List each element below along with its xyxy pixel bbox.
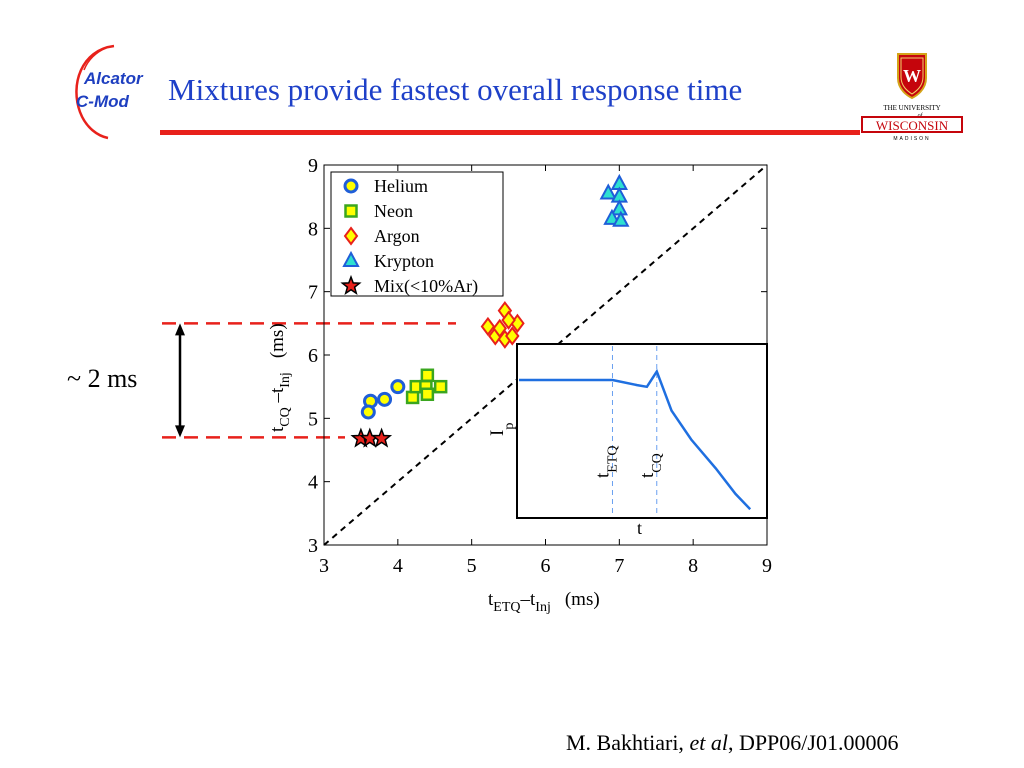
y-tick-label: 9 bbox=[308, 155, 318, 177]
inset-ip-trace: tETQ tCQ t Ip bbox=[487, 343, 768, 538]
x-tick-label: 7 bbox=[614, 555, 624, 577]
krypton-point bbox=[599, 183, 617, 200]
argon-point bbox=[501, 310, 516, 330]
inset-y-label: Ip bbox=[487, 423, 517, 436]
y-tick-label: 8 bbox=[308, 218, 318, 240]
logo-left-line1: Alcator bbox=[83, 69, 144, 88]
legend-box bbox=[330, 171, 504, 297]
x-tick-label: 4 bbox=[393, 555, 403, 577]
y-tick-label: 7 bbox=[308, 282, 318, 304]
helium-point bbox=[377, 391, 393, 407]
annotation-arrowhead-up bbox=[175, 323, 185, 336]
y-tick-label: 3 bbox=[308, 535, 318, 557]
annotation-arrowhead-down bbox=[175, 425, 185, 438]
logo-left-line2: C-Mod bbox=[76, 92, 129, 111]
footer-citation: M. Bakhtiari, et al, DPP06/J01.00006 bbox=[566, 730, 898, 756]
x-axis-label: tETQ–tInj (ms) bbox=[488, 589, 600, 615]
legend-marker-krypton bbox=[342, 250, 360, 267]
alcator-cmod-logo: Alcator C-Mod bbox=[66, 40, 162, 140]
header-rule bbox=[160, 130, 860, 135]
logo-right-of: of bbox=[918, 112, 924, 119]
neon-point bbox=[433, 379, 448, 394]
legend-marker-neon bbox=[344, 204, 358, 218]
x-tick-label: 6 bbox=[541, 555, 551, 577]
legend-label-neon: Neon bbox=[374, 201, 413, 221]
neon-point bbox=[420, 368, 435, 383]
helium-point bbox=[360, 404, 376, 420]
legend-marker-helium bbox=[343, 178, 359, 194]
x-tick-label: 5 bbox=[467, 555, 477, 577]
argon-point bbox=[505, 326, 520, 346]
two-ms-annotation: ~ 2 ms bbox=[67, 364, 138, 393]
legend-label-krypton: Krypton bbox=[374, 251, 434, 271]
x-tick-label: 8 bbox=[688, 555, 698, 577]
footer-ref: , DPP06/J01.00006 bbox=[727, 730, 899, 755]
krypton-point bbox=[612, 210, 630, 227]
argon-point bbox=[480, 316, 496, 337]
uw-madison-logo: W THE UNIVERSITY of WISCONSIN MADISON bbox=[860, 52, 964, 142]
legend-label-helium: Helium bbox=[374, 176, 428, 196]
inset-frame bbox=[516, 343, 768, 519]
neon-point bbox=[420, 387, 435, 402]
helium-point bbox=[390, 379, 406, 395]
logo-right-bottom: MADISON bbox=[893, 136, 930, 142]
crest-w-icon: W bbox=[903, 66, 921, 86]
legend-label-argon: Argon bbox=[374, 226, 420, 246]
slide-title: Mixtures provide fastest overall respons… bbox=[168, 72, 743, 107]
logo-right-main: WISCONSIN bbox=[876, 118, 949, 133]
logo-right-top: THE UNIVERSITY bbox=[883, 104, 940, 112]
mix-10-ar-point bbox=[370, 427, 393, 448]
inset-marker-label-cq: tCQ bbox=[637, 453, 665, 478]
y-tick-label: 6 bbox=[308, 345, 318, 367]
krypton-point bbox=[610, 199, 629, 216]
x-tick-label: 3 bbox=[319, 555, 329, 577]
y-tick-label: 4 bbox=[308, 472, 318, 494]
legend-marker-mix-10-ar bbox=[340, 274, 362, 296]
footer-author: M. Bakhtiari, bbox=[566, 730, 690, 755]
footer-etal: et al bbox=[689, 730, 728, 755]
axis-ticks: 3 4 5 6 7 8 9 3 4 5 6 7 8 9 bbox=[308, 155, 772, 577]
legend-label-mix-10-ar: Mix(<10%Ar) bbox=[374, 276, 478, 297]
legend-marker-argon bbox=[343, 226, 359, 246]
inset-x-label: t bbox=[637, 518, 642, 538]
x-tick-label: 9 bbox=[762, 555, 772, 577]
inset-series-line bbox=[519, 368, 752, 511]
legend: Helium Neon Argon Krypton Mix(<10%Ar) bbox=[330, 171, 504, 297]
neon-point bbox=[405, 390, 420, 405]
y-axis-label: tCQ –tInj(ms) bbox=[267, 323, 293, 432]
annotation-layer bbox=[162, 322, 456, 439]
inset-marker-label-etq: tETQ bbox=[592, 446, 620, 479]
y-tick-label: 5 bbox=[308, 408, 318, 430]
data-points bbox=[350, 173, 630, 448]
